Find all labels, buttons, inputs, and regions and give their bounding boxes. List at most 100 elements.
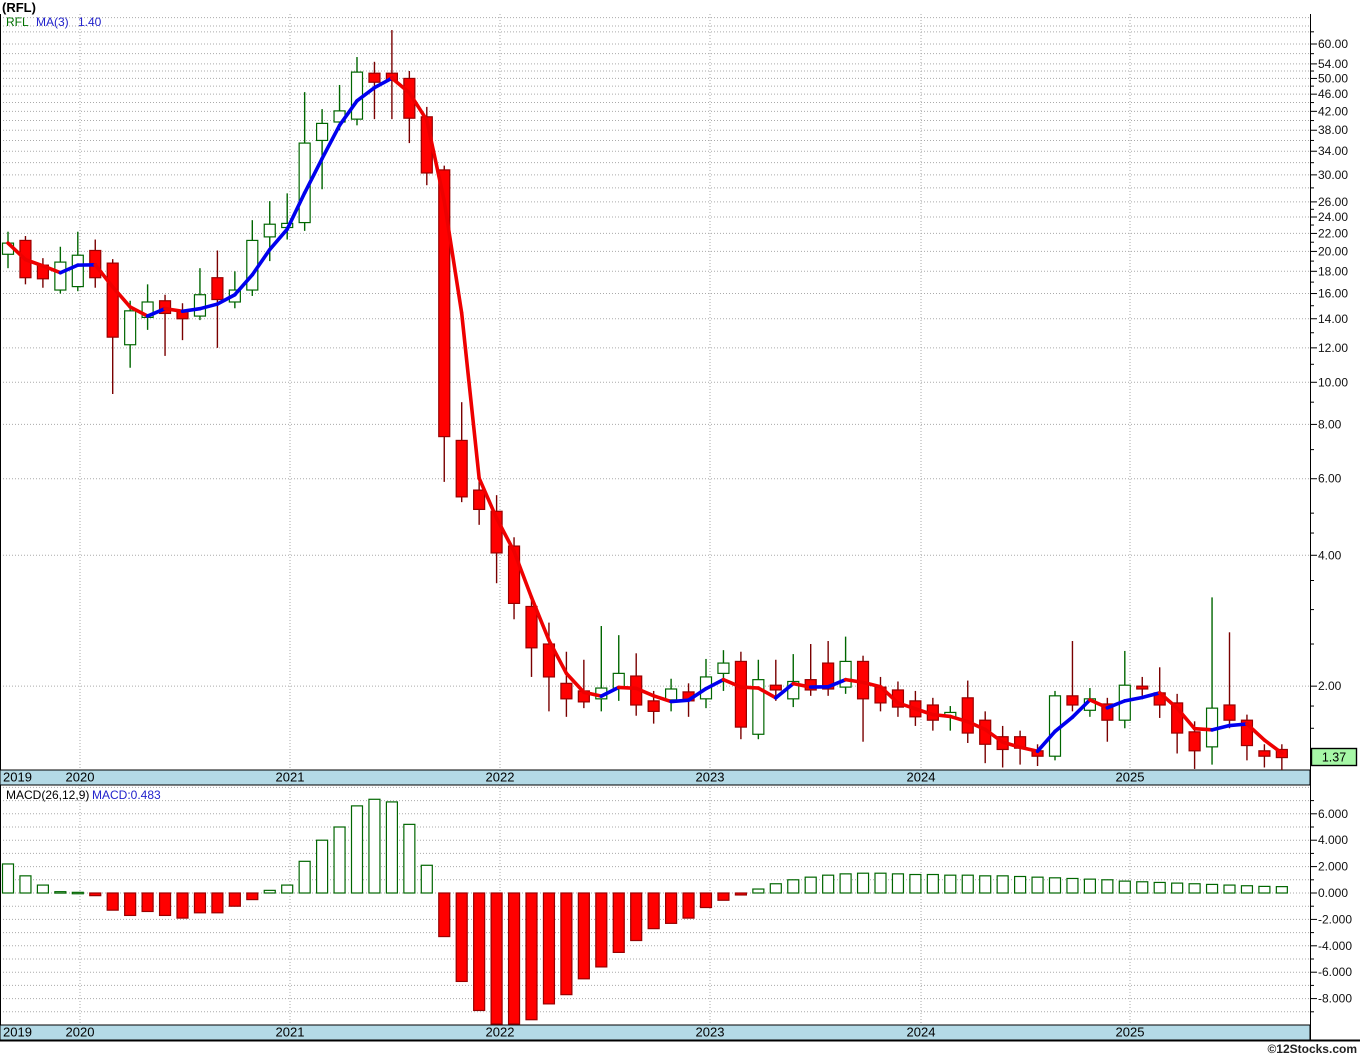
candle [1171,702,1184,734]
ma-line-segment [145,306,167,318]
ma-line-segment [320,123,342,161]
candle [1101,703,1114,721]
candle [350,71,364,120]
macd-axis-label: 6.000 [1318,807,1348,821]
candle [263,223,276,238]
macd-bar [1240,885,1254,894]
macd-value: MACD:0.483 [92,788,161,802]
ma-line-segment [1140,691,1162,700]
ma-line-segment [128,305,150,318]
macd-bar [647,892,660,930]
ma-line-segment [1053,715,1075,734]
ma-line-segment [791,681,813,689]
macd-bar [752,888,765,894]
ma-line-segment [1157,691,1179,710]
price-axis-label: 26.00 [1318,195,1348,209]
macd-bar [403,823,416,894]
ma-line-segment [372,76,394,90]
ma-line-segment [878,684,900,705]
macd-bar [246,892,259,901]
macd-bar [1223,884,1236,894]
ma-line-segment [337,99,359,128]
candle [473,489,486,511]
macd-bar [368,798,381,894]
macd-bar [891,873,905,894]
macd-bar [856,872,870,894]
macd-bar [804,876,817,894]
macd-bar [682,892,695,919]
ma-line-segment [390,76,412,95]
year-label: 2021 [276,1025,305,1040]
macd-bar [473,892,486,1012]
ma-line-segment [58,263,80,275]
price-axis-label: 38.00 [1318,123,1348,137]
year-label: 2020 [66,770,95,785]
candle [1188,731,1201,752]
macd-bar [734,892,748,896]
macd-bar [1118,880,1131,894]
macd-axis-label: -6.000 [1318,965,1352,979]
candle [839,660,852,688]
macd-bar [1101,879,1114,894]
ma-line-segment [302,156,324,195]
ma-line-segment [180,306,202,314]
ma-line-segment [233,273,255,297]
macd-bar [106,892,119,911]
ma-line-segment [686,686,708,702]
macd-bar [124,892,137,917]
candle [769,684,782,691]
macd-axis-label: 4.000 [1318,833,1348,847]
ma-line-segment [1070,698,1092,720]
macd-bar [996,875,1009,894]
price-axis-label: 6.00 [1318,472,1342,486]
price-axis-label: 4.00 [1318,548,1342,562]
ma-line-segment [547,638,569,676]
candle [717,662,730,674]
candle [1240,719,1254,747]
price-axis-label: 14.00 [1318,312,1348,326]
macd-bar [490,892,503,1025]
year-label: 2021 [276,770,305,785]
candle [106,262,119,338]
year-label: 2025 [1116,770,1145,785]
macd-bar [1258,885,1271,894]
ma-line-segment [110,285,132,309]
ma-line-segment [948,714,970,724]
candle [961,697,974,734]
macd-bar [944,874,957,894]
macd-bar [595,892,608,968]
ma-line-segment [355,85,377,103]
ma-line-segment [285,191,307,231]
macd-bar [1048,877,1062,894]
macd-bar [54,891,67,894]
ma-line-segment [861,680,883,689]
candle [752,679,765,735]
ma-line-segment [739,685,761,690]
candle [124,310,137,346]
ma-line-segment [407,91,429,122]
ma-line-segment [564,671,586,695]
gridlines [0,14,1310,1025]
macd-histogram-layer [1,798,1288,1025]
macd-bar [1136,881,1149,894]
price-axis-label: 8.00 [1318,417,1342,431]
ma-line-segment [669,698,691,704]
macd-axis-label: -8.000 [1318,992,1352,1006]
candle [560,682,573,700]
ma-line-segment [965,719,988,732]
price-axis-label: 10.00 [1318,375,1348,389]
ma-line-segment [1192,726,1214,732]
macd-bar [1,863,15,894]
candle [438,169,451,438]
macd-bar [1171,882,1184,894]
candle [368,72,381,83]
macd-bar [542,892,556,1005]
macd-bar [699,892,713,909]
price-legend: RFL MA(3) 1.40 [6,15,102,29]
candle [507,545,521,605]
candlestick-layer [1,30,1288,770]
symbol-label: RFL [6,15,29,29]
price-axis-label: 30.00 [1318,168,1348,182]
last-price-badge: 1.37 [1310,747,1358,767]
year-label: 2022 [486,1025,515,1040]
